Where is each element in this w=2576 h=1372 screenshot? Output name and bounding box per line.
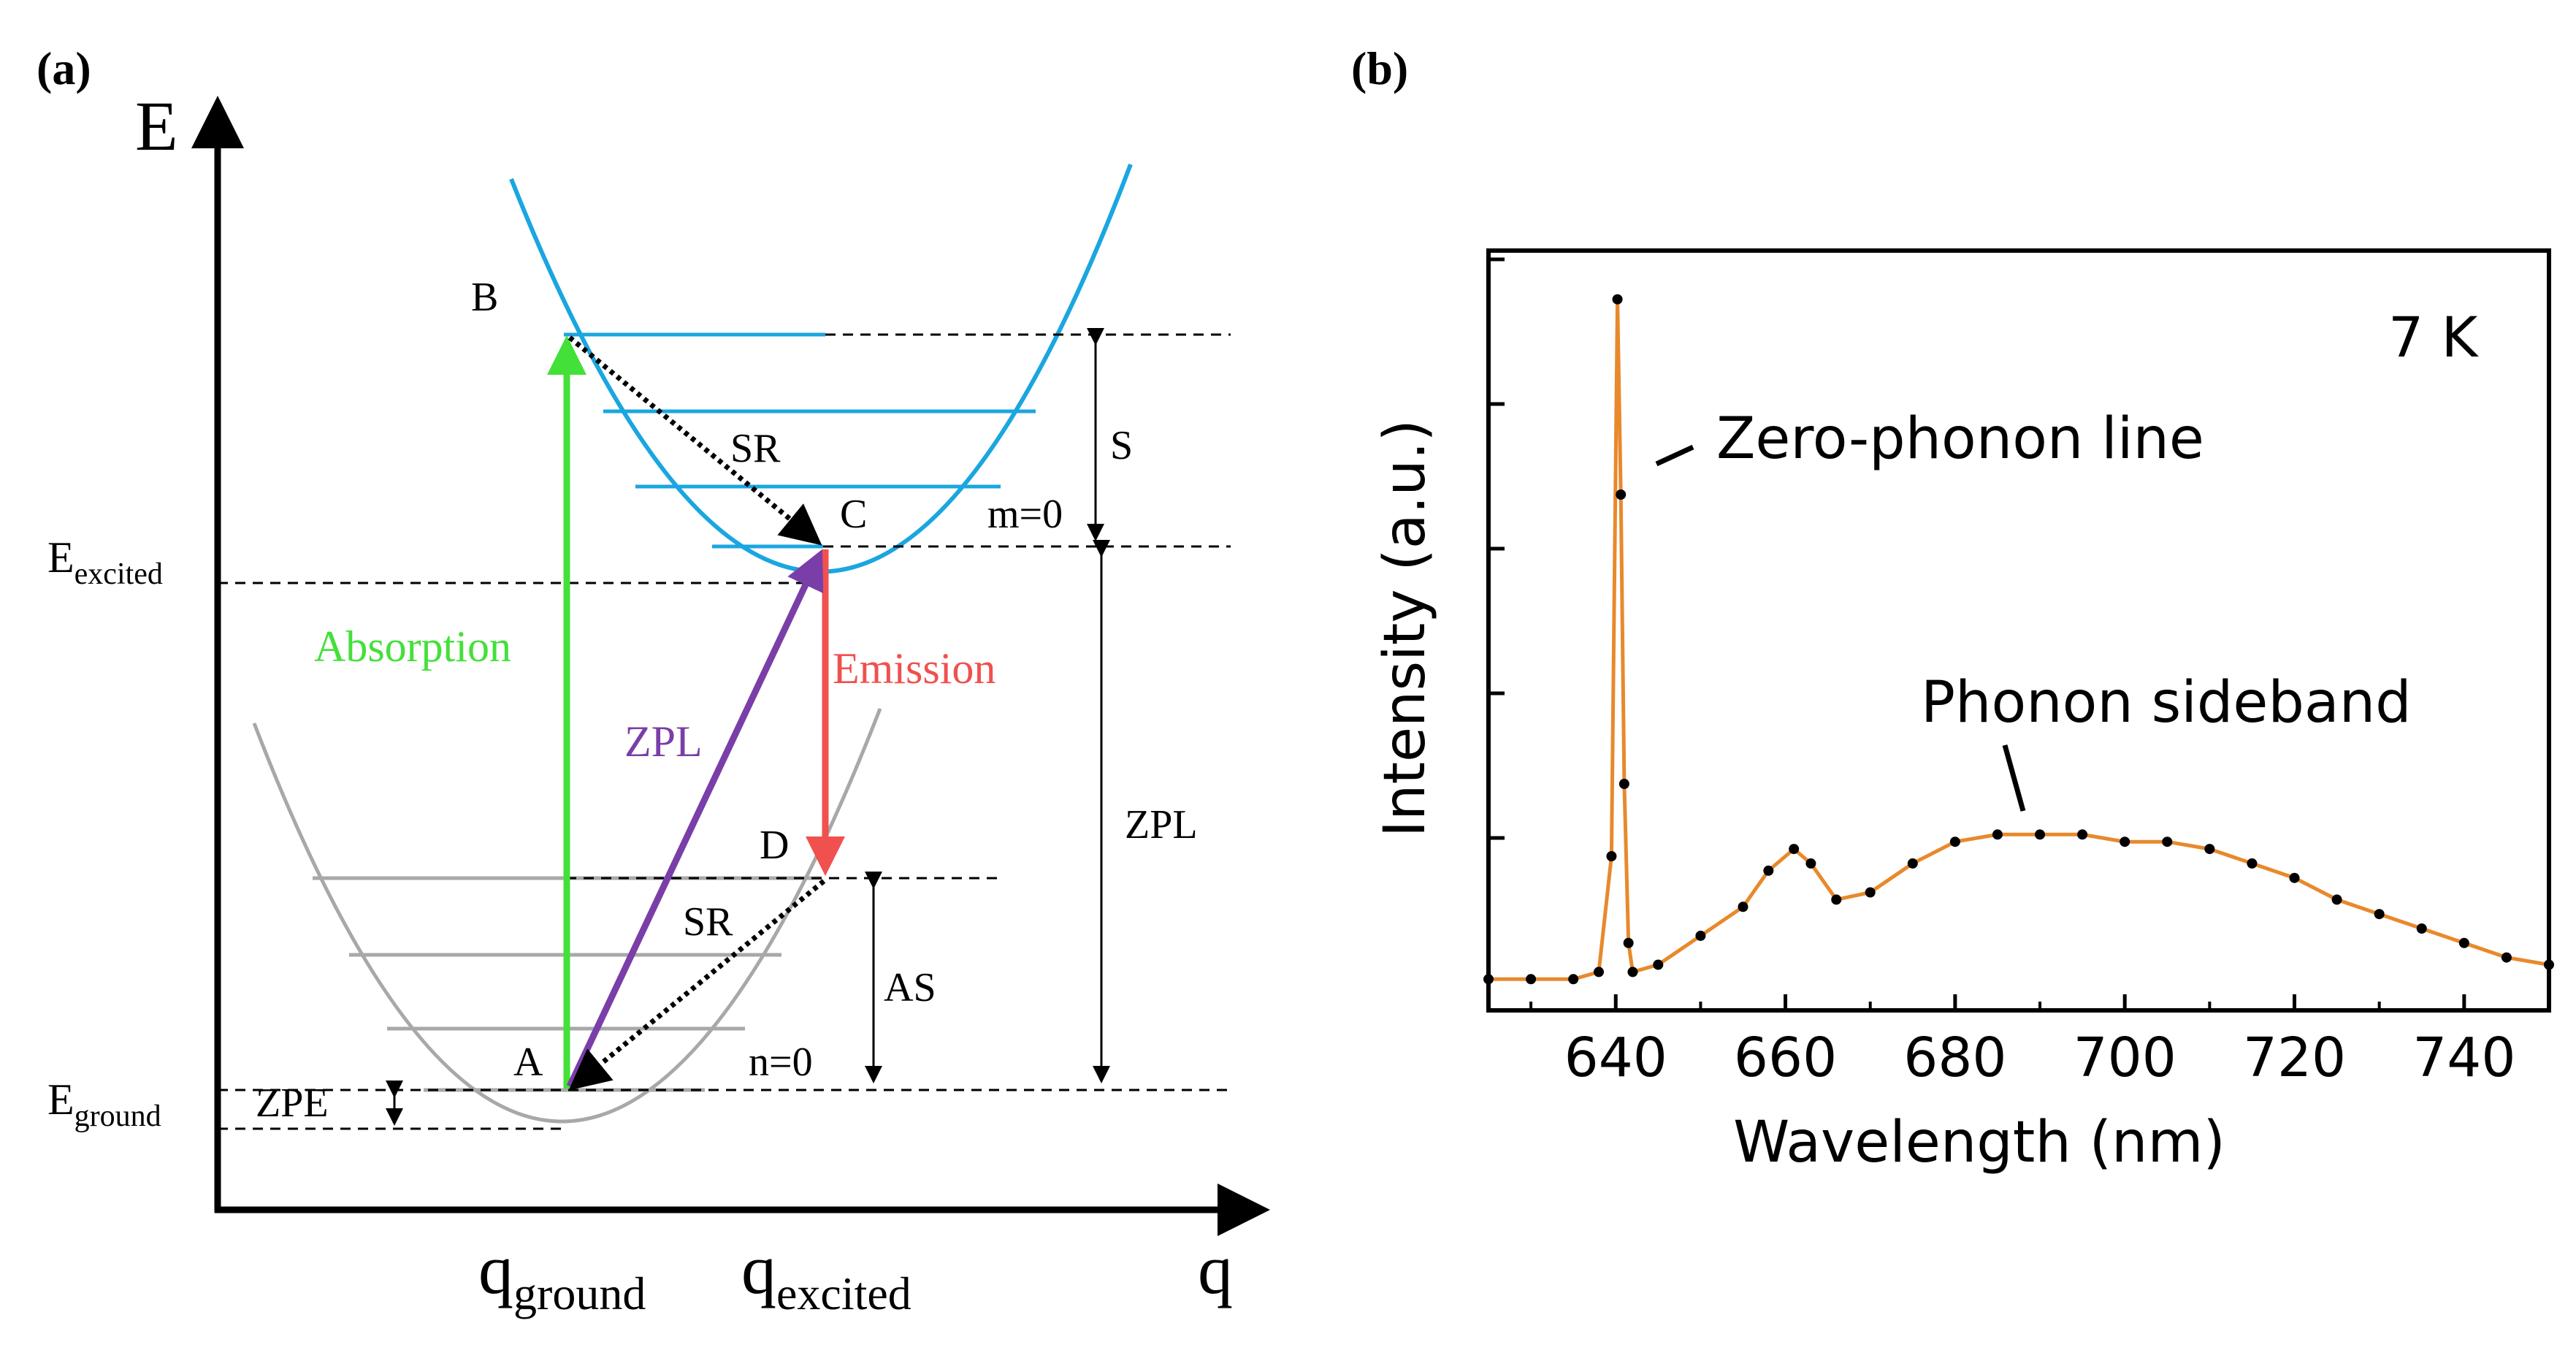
data-point	[1618, 779, 1629, 789]
data-point	[2120, 836, 2130, 847]
y-axis-label: Intensity (a.u.)	[1372, 419, 1438, 837]
data-point	[2289, 872, 2300, 883]
data-points	[1483, 294, 2554, 985]
zpl-side-label: ZPL	[1125, 802, 1198, 847]
data-point	[2247, 858, 2258, 869]
relaxation-arrow-bottom	[568, 879, 826, 1091]
data-point	[1627, 967, 1638, 977]
data-point	[2162, 836, 2173, 847]
data-point	[2374, 909, 2385, 920]
panel-b: (b) 640 660 680 700 720 740 7 K Zero-phonon l…	[1351, 42, 2554, 1175]
data-point	[1831, 894, 1842, 905]
data-point	[1763, 865, 1774, 876]
data-point	[1616, 489, 1627, 500]
data-point	[1789, 844, 1800, 855]
emission-label: Emission	[833, 644, 995, 693]
q-ground-label: qground	[478, 1230, 646, 1319]
x-tick-label: 660	[1734, 1026, 1837, 1089]
ground-state-curve	[252, 708, 882, 1124]
point-b-label: B	[471, 275, 498, 320]
temperature-label: 7 K	[2388, 305, 2480, 370]
point-a-label: A	[513, 1040, 543, 1085]
n0-label: n=0	[749, 1040, 813, 1085]
data-point	[1612, 294, 1623, 305]
panel-b-label: (b)	[1351, 42, 1408, 94]
s-label: S	[1110, 423, 1133, 468]
sr-bottom-label: SR	[683, 899, 733, 945]
data-point	[1695, 930, 1706, 941]
data-point	[1623, 937, 1634, 948]
data-point	[2035, 829, 2046, 840]
data-point	[1865, 887, 1876, 898]
data-point	[1568, 974, 1579, 985]
sideband-pointer	[2002, 744, 2026, 812]
panel-a-label: (a)	[37, 42, 91, 94]
as-label: AS	[884, 965, 936, 1010]
x-tick-label: 680	[1903, 1026, 2006, 1089]
point-c-label: C	[840, 492, 867, 537]
data-point	[1594, 967, 1605, 977]
relaxation-arrow-top	[567, 335, 822, 546]
zpe-label: ZPE	[256, 1081, 329, 1126]
data-point	[2204, 844, 2215, 855]
point-d-label: D	[760, 823, 789, 868]
data-point	[1606, 851, 1617, 861]
zpl-arrow-label: ZPL	[624, 717, 703, 766]
m0-label: m=0	[987, 492, 1063, 537]
data-point	[1526, 974, 1537, 985]
zpl-pointer	[1655, 444, 1694, 467]
e-excited-label: Eexcited	[47, 533, 163, 591]
x-tick-label: 740	[2412, 1026, 2515, 1089]
data-point	[2077, 829, 2088, 840]
e-ground-label: Eground	[47, 1075, 161, 1133]
data-point	[2501, 952, 2512, 963]
data-point	[1992, 829, 2003, 840]
q-excited-label: qexcited	[741, 1230, 911, 1319]
q-axis-label: q	[1198, 1230, 1233, 1308]
x-tick-label: 640	[1564, 1026, 1667, 1089]
plot-frame	[1486, 248, 2551, 1013]
data-point	[1907, 858, 1918, 869]
absorption-label: Absorption	[314, 622, 511, 671]
data-point	[2458, 937, 2469, 948]
fit-line	[1488, 299, 2550, 981]
sr-top-label: SR	[730, 426, 781, 471]
x-tick-label: 700	[2074, 1026, 2176, 1089]
sideband-annotation: Phonon sideband	[1921, 670, 2412, 736]
y-ticks	[1488, 257, 1505, 840]
data-point	[2544, 959, 2554, 970]
data-point	[1653, 959, 1664, 970]
data-point	[2416, 923, 2427, 934]
data-point	[1483, 974, 1494, 985]
energy-axis-label: E	[135, 87, 178, 165]
x-tick-label: 720	[2243, 1026, 2346, 1089]
data-point	[2331, 894, 2342, 905]
zpl-arrow	[566, 549, 824, 1088]
panel-a: (a) E q qground qexcited Eexcited Egroun…	[37, 42, 1270, 1319]
x-ticks: 640 660 680 700 720 740	[1529, 994, 2550, 1089]
data-point	[1949, 836, 1960, 847]
x-axis-label: Wavelength (nm)	[1733, 1110, 2225, 1175]
zpl-annotation: Zero-phonon line	[1716, 406, 2204, 472]
data-point	[1738, 902, 1748, 912]
data-point	[1805, 858, 1816, 869]
